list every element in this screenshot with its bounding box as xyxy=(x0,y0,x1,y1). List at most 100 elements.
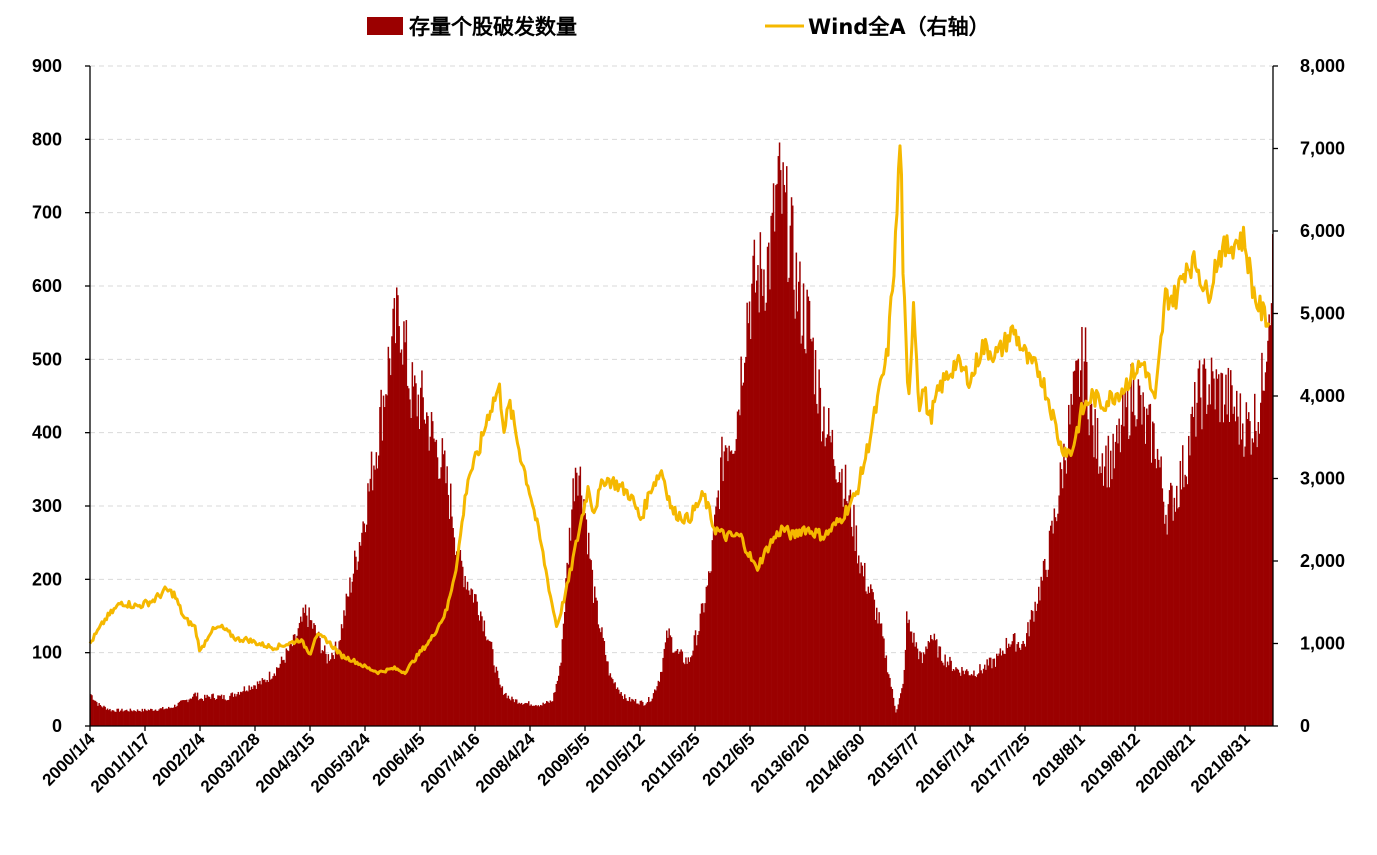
bar xyxy=(636,703,638,726)
bar xyxy=(248,685,250,726)
right-tick-label: 4,000 xyxy=(1300,386,1345,406)
bar xyxy=(334,641,337,726)
bar xyxy=(1130,364,1132,726)
bar xyxy=(740,356,742,726)
bar xyxy=(416,416,418,726)
bar xyxy=(1030,610,1033,726)
bar xyxy=(496,670,499,726)
bar xyxy=(259,680,261,726)
bar xyxy=(854,551,856,726)
bar xyxy=(110,711,112,726)
bar xyxy=(153,710,156,726)
bar xyxy=(478,620,481,726)
bar xyxy=(793,289,795,726)
bar xyxy=(753,239,756,726)
bar xyxy=(1021,644,1023,726)
bar xyxy=(805,353,807,726)
bar xyxy=(1155,468,1158,726)
bar xyxy=(609,673,612,726)
left-tick-label: 800 xyxy=(32,129,62,149)
bar xyxy=(398,326,400,726)
bar xyxy=(362,521,364,726)
bar xyxy=(590,560,592,726)
bar xyxy=(116,708,118,726)
bar xyxy=(1036,603,1039,726)
bar xyxy=(100,706,103,726)
bar xyxy=(274,675,277,726)
bar xyxy=(1206,413,1208,726)
left-tick-label: 100 xyxy=(32,643,62,663)
bar xyxy=(925,646,927,726)
bar xyxy=(544,703,547,726)
bar xyxy=(1119,452,1122,726)
bar xyxy=(350,592,352,726)
bar xyxy=(580,495,583,726)
bar xyxy=(520,702,523,726)
bar xyxy=(237,691,240,726)
bar xyxy=(715,506,717,726)
bar xyxy=(1185,476,1188,726)
bar xyxy=(745,356,747,726)
bar xyxy=(920,652,922,726)
bar xyxy=(339,640,342,726)
bar xyxy=(262,679,265,726)
bar xyxy=(502,694,505,726)
legend-swatch-bars xyxy=(367,17,403,35)
bar xyxy=(278,667,280,726)
bar xyxy=(598,628,601,726)
bar xyxy=(550,701,553,726)
bar xyxy=(958,672,961,726)
bar xyxy=(633,701,636,726)
bar xyxy=(202,700,205,726)
bar xyxy=(927,641,930,726)
bar xyxy=(1161,488,1164,726)
bar xyxy=(942,662,944,726)
bar xyxy=(679,651,681,726)
bar xyxy=(615,689,618,726)
bar xyxy=(1208,384,1210,726)
bar xyxy=(802,283,805,726)
bar xyxy=(120,710,122,726)
bar xyxy=(418,429,421,726)
bar xyxy=(1177,508,1179,726)
bar xyxy=(1053,508,1056,726)
bar xyxy=(505,692,507,726)
bar xyxy=(457,560,459,726)
bar xyxy=(166,708,169,726)
bar xyxy=(568,527,571,726)
bar xyxy=(1116,425,1118,726)
bar xyxy=(206,694,208,726)
bar xyxy=(576,472,578,726)
bar xyxy=(422,397,424,726)
bar xyxy=(792,205,794,727)
bar xyxy=(613,683,615,726)
bar xyxy=(122,711,124,726)
bar xyxy=(525,703,528,726)
bar xyxy=(453,537,456,726)
bar xyxy=(1245,402,1248,726)
bar xyxy=(904,649,907,726)
bar xyxy=(698,631,700,726)
bar xyxy=(842,506,844,726)
bar xyxy=(711,540,714,726)
bar xyxy=(1207,404,1209,726)
bar xyxy=(135,711,138,726)
bar xyxy=(98,703,100,726)
bar xyxy=(728,445,730,726)
bar xyxy=(344,615,346,726)
bar xyxy=(514,699,517,726)
bar xyxy=(1110,450,1112,726)
bar xyxy=(456,551,458,726)
bar xyxy=(158,709,160,726)
bar xyxy=(319,637,321,726)
bar xyxy=(528,701,530,726)
bar xyxy=(980,670,982,726)
bar xyxy=(898,698,901,726)
bar xyxy=(238,694,241,726)
bar xyxy=(912,642,914,726)
bar xyxy=(379,407,381,726)
bar xyxy=(850,526,853,726)
bar xyxy=(1212,371,1214,726)
bar xyxy=(625,698,627,726)
bar xyxy=(694,630,697,726)
